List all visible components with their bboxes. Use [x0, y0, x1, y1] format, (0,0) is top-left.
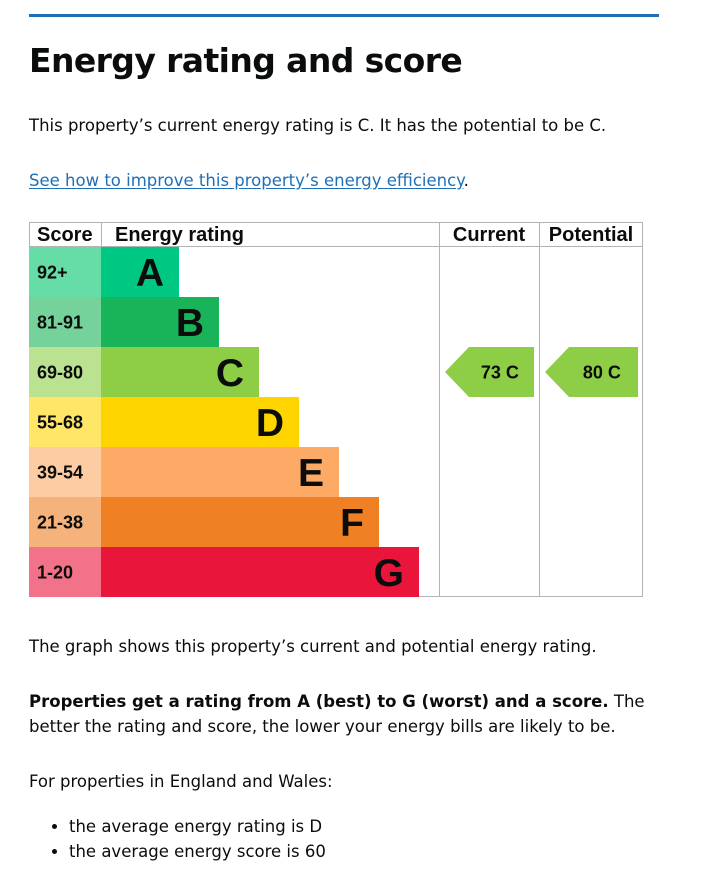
- improve-suffix: .: [463, 171, 469, 190]
- score-cell-b: [29, 297, 101, 347]
- current-rating-label: 73 C: [481, 363, 519, 383]
- score-range-d: 55-68: [37, 413, 83, 433]
- score-range-f: 21-38: [37, 513, 83, 533]
- top-rule: [29, 14, 659, 17]
- score-range-c: 69-80: [37, 363, 83, 383]
- header-score: Score: [37, 224, 93, 246]
- rating-bar-d: [101, 397, 299, 447]
- header-current: Current: [453, 224, 526, 246]
- ratings-explanation-rest: The better the rating and score, the low…: [29, 692, 645, 736]
- rating-letter-c: C: [216, 352, 244, 395]
- score-range-a: 92+: [37, 263, 68, 283]
- rating-letter-e: E: [298, 452, 324, 495]
- averages-list: the average energy rating is D the avera…: [29, 814, 326, 864]
- rating-letter-a: A: [136, 252, 164, 295]
- score-cell-a: [29, 247, 101, 297]
- ratings-explanation: Properties get a rating from A (best) to…: [29, 689, 659, 739]
- rating-bar-c: [101, 347, 259, 397]
- header-potential: Potential: [549, 224, 633, 246]
- ratings-explanation-bold: Properties get a rating from A (best) to…: [29, 692, 609, 711]
- score-cell-f: [29, 497, 101, 547]
- potential-rating-arrow: [545, 347, 638, 397]
- intro-text: This property’s current energy rating is…: [29, 116, 607, 135]
- rating-letter-d: D: [256, 402, 284, 445]
- rating-bar-e: [101, 447, 339, 497]
- score-cell-g: [29, 547, 101, 597]
- graph-caption: The graph shows this property’s current …: [29, 637, 597, 656]
- rating-bar-f: [101, 497, 379, 547]
- improve-efficiency-link[interactable]: See how to improve this property’s energ…: [29, 171, 464, 190]
- score-range-e: 39-54: [37, 463, 83, 483]
- current-rating-arrow: [445, 347, 534, 397]
- rating-bar-g: [101, 547, 419, 597]
- energy-rating-graph: Score Energy rating Current Potential 92+ A 81…: [29, 222, 643, 597]
- average-rating-item: the average energy rating is D: [69, 814, 326, 839]
- header-energy-rating: Energy rating: [115, 224, 244, 246]
- rating-letter-f: F: [340, 502, 364, 545]
- improve-paragraph: See how to improve this property’s energ…: [29, 168, 469, 193]
- average-score-item: the average energy score is 60: [69, 839, 326, 864]
- score-cell-c: [29, 347, 101, 397]
- score-cell-e: [29, 447, 101, 497]
- score-range-g: 1-20: [37, 563, 73, 583]
- score-cell-d: [29, 397, 101, 447]
- potential-rating-label: 80 C: [583, 363, 621, 383]
- rating-letter-g: G: [374, 552, 404, 595]
- page-title: Energy rating and score: [29, 41, 463, 80]
- rating-bar-b: [101, 297, 219, 347]
- rating-letter-b: B: [176, 302, 204, 345]
- region-intro: For properties in England and Wales:: [29, 772, 333, 791]
- score-range-b: 81-91: [37, 313, 83, 333]
- rating-bar-a: [101, 247, 179, 297]
